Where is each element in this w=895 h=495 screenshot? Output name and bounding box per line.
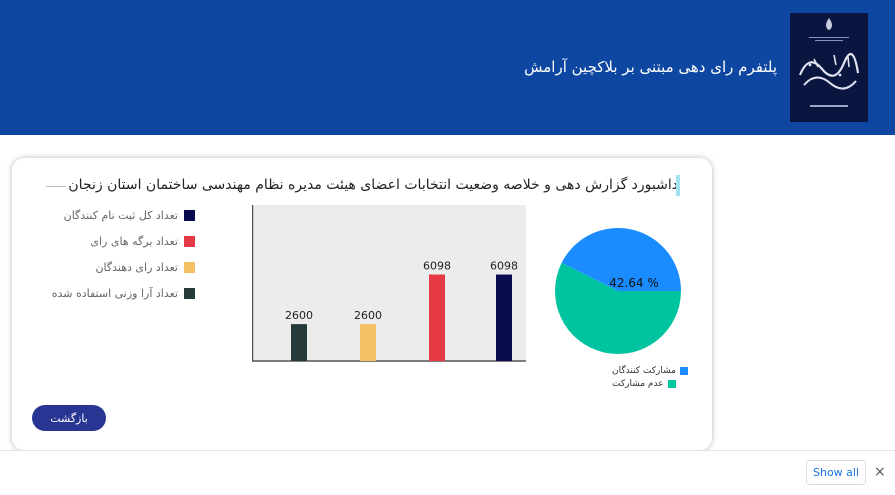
legend-swatch [667,379,676,388]
legend-label: تعداد کل ثبت نام کنندگان [63,208,178,222]
close-icon[interactable]: × [874,464,886,480]
legend-swatch [680,366,688,375]
bar-value-label: 6098 [490,260,518,273]
pie-legend-item-participants: مشارکت کنندگان [612,364,688,377]
emblem-icon [826,18,832,30]
pie-legend: مشارکت کنندگان عدم مشارکت [612,364,688,390]
bar [429,274,445,361]
calligraphy-emblem [798,52,860,90]
bar [496,274,512,361]
download-bar: Show all × [0,450,895,495]
dashboard-title: داشبورد گزارش دهی و خلاصه وضعیت انتخابات… [68,177,678,193]
pie-center-label: 42.64 % [609,276,659,290]
legend-label: تعداد رای دهندگان [95,260,178,274]
logo-caption-lines [809,35,849,43]
pie-legend-item-non-participants: عدم مشارکت [612,377,688,390]
legend-swatch [184,209,195,221]
back-button[interactable]: بازگشت [32,405,106,431]
dashboard-card: داشبورد گزارش دهی و خلاصه وضعیت انتخابات… [12,158,712,450]
legend-item-voters: تعداد رای دهندگان [95,260,195,274]
legend-label: تعداد برگه های رای [90,234,178,248]
bar-value-label: 2600 [285,309,313,322]
show-all-button[interactable]: Show all [806,460,866,485]
legend-swatch [184,261,195,273]
legend-label: مشارکت کنندگان [612,365,676,376]
title-divider [46,186,66,187]
legend-item-registered: تعداد کل ثبت نام کنندگان [64,208,195,222]
bar [360,324,376,361]
pie-chart-container: 42.64 % [553,226,683,360]
legend-swatch [184,235,195,247]
bar [291,324,307,361]
elections-logo [790,13,868,122]
legend-label: عدم مشارکت [612,378,664,389]
pie-chart: 42.64 % [555,227,681,354]
legend-label: تعداد آرا وزنی استفاده شده [51,286,178,300]
bar-value-label: 2600 [354,309,382,322]
bar-value-label: 6098 [423,260,451,273]
title-accent-bar [676,175,680,196]
legend-item-ballots: تعداد برگه های رای [90,234,195,248]
app-header: پلتفرم رای دهی مبتنی بر بلاکچین آرامش [0,0,895,135]
app-title: پلتفرم رای دهی مبتنی بر بلاکچین آرامش [524,58,777,76]
legend-swatch [184,287,195,299]
bar-chart: 2600 2600 6098 6098 [252,205,526,362]
legend-item-weighted-votes: تعداد آرا وزنی استفاده شده [52,286,195,300]
pie-slice [561,227,681,291]
logo-footer-line [810,105,848,107]
pie-slice [555,262,681,354]
